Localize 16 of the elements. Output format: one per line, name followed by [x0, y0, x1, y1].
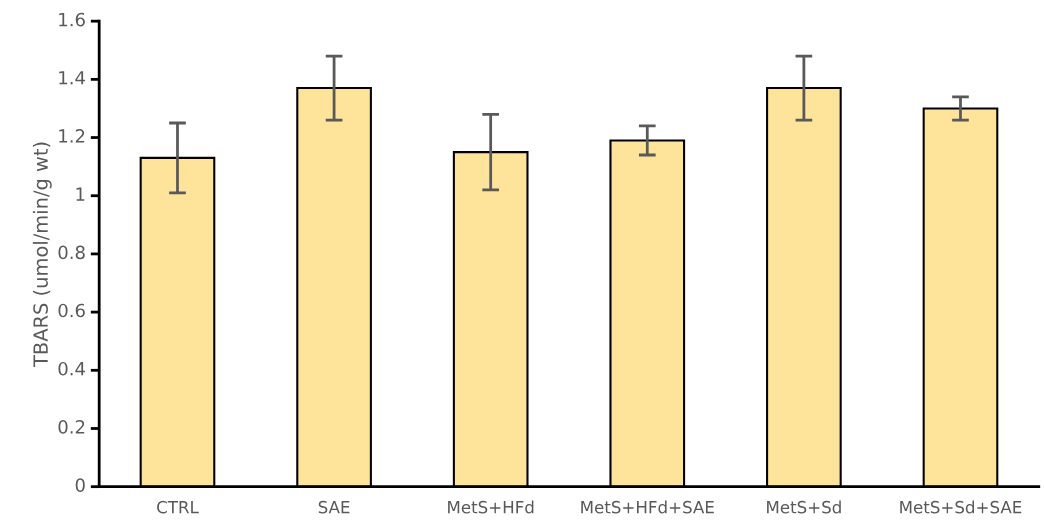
y-axis-title: TBARS (umol/min/g wt) — [32, 142, 52, 368]
x-tick-label: CTRL — [157, 500, 199, 514]
x-tick-label: MetS+Sd+SAE — [900, 500, 1022, 514]
y-tick-label: 1.2 — [59, 129, 85, 143]
y-tick-label: 0 — [75, 478, 85, 492]
x-tick-label: SAE — [318, 500, 350, 514]
y-tick-label: 1.4 — [59, 71, 85, 85]
y-tick-label: 0.4 — [58, 361, 85, 376]
x-tick-label: MetS+HFd+SAE — [581, 500, 714, 514]
y-tick-label: 1.6 — [59, 12, 85, 27]
y-tick-label: 0.6 — [58, 303, 85, 318]
y-tick-label: 1 — [76, 187, 85, 201]
x-tick-label: MetS+Sd — [767, 500, 841, 514]
x-tick-label: MetS+HFd — [448, 500, 534, 514]
y-tick-label: 0.2 — [58, 420, 85, 434]
y-tick-label: 0.8 — [58, 245, 85, 260]
